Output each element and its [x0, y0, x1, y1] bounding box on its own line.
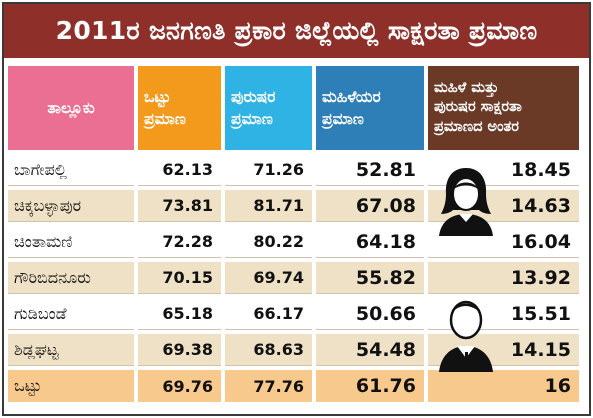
table-header-row: ತಾಲ್ಲೂಕು ಒಟ್ಟು ಪ್ರಮಾಣ ಪುರುಷರ ಪ್ರಮಾಣ ಮಹಿಳ…	[8, 66, 579, 150]
total-value: 65.18	[138, 298, 221, 330]
female-value: 54.48	[316, 334, 424, 366]
total-value: 73.81	[138, 190, 221, 222]
male-value: 81.71	[225, 190, 312, 222]
total-label: ಒಟ್ಟು	[8, 370, 134, 402]
total-value: 69.76	[138, 370, 221, 402]
male-value: 69.74	[225, 262, 312, 294]
total-value: 69.38	[138, 334, 221, 366]
page-title: 2011ರ ಜನಗಣತಿ ಪ್ರಕಾರ ಜಿಲ್ಲೆಯಲ್ಲಿ ಸಾಕ್ಷರತಾ…	[4, 4, 589, 58]
male-value: 68.63	[225, 334, 312, 366]
male-value: 71.26	[225, 154, 312, 186]
female-avatar-icon	[439, 168, 493, 236]
header-male: ಪುರುಷರ ಪ್ರಮಾಣ	[225, 66, 312, 150]
taluk-name: ಚಿಂತಾಮಣಿ	[8, 226, 134, 258]
table-row: ಬಾಗೇಪಲ್ಲಿ 62.13 71.26 52.81 18.45	[8, 154, 579, 186]
table-row: ಗೌರಿಬಿದನೂರು 70.15 69.74 55.82 13.92	[8, 262, 579, 294]
taluk-name: ಚಿಕ್ಕಬಳ್ಳಾಪುರ	[8, 190, 134, 222]
difference-value: 16	[428, 370, 579, 402]
header-total: ಒಟ್ಟು ಪ್ರಮಾಣ	[138, 66, 221, 150]
table-row: ಚಿಕ್ಕಬಳ್ಳಾಪುರ 73.81 81.71 67.08 14.63	[8, 190, 579, 222]
total-value: 70.15	[138, 262, 221, 294]
male-value: 77.76	[225, 370, 312, 402]
female-value: 52.81	[316, 154, 424, 186]
female-value: 64.18	[316, 226, 424, 258]
total-value: 72.28	[138, 226, 221, 258]
header-difference: ಮಹಿಳೆ ಮತ್ತು ಪುರುಷರ ಸಾಕ್ಷರತಾ ಪ್ರಮಾಣದ ಅಂತರ	[428, 66, 579, 150]
table-row: ಗುಡಿಬಂಡೆ 65.18 66.17 50.66 15.51	[8, 298, 579, 330]
taluk-name: ಬಾಗೇಪಲ್ಲಿ	[8, 154, 134, 186]
male-value: 80.22	[225, 226, 312, 258]
total-value: 62.13	[138, 154, 221, 186]
female-value: 50.66	[316, 298, 424, 330]
female-value: 61.76	[316, 370, 424, 402]
male-value: 66.17	[225, 298, 312, 330]
header-taluk: ತಾಲ್ಲೂಕು	[8, 66, 134, 150]
table-row: ಚಿಂತಾಮಣಿ 72.28 80.22 64.18 16.04	[8, 226, 579, 258]
female-value: 67.08	[316, 190, 424, 222]
female-value: 55.82	[316, 262, 424, 294]
header-female: ಮಹಿಳೆಯರ ಪ್ರಮಾಣ	[316, 66, 424, 150]
taluk-name: ಗೌರಿಬಿದನೂರು	[8, 262, 134, 294]
male-avatar-icon	[439, 300, 493, 372]
taluk-name: ಗುಡಿಬಂಡೆ	[8, 298, 134, 330]
taluk-name: ಶಿಡ್ಲಘಟ್ಟ	[8, 334, 134, 366]
literacy-table: ತಾಲ್ಲೂಕು ಒಟ್ಟು ಪ್ರಮಾಣ ಪುರುಷರ ಪ್ರಮಾಣ ಮಹಿಳ…	[4, 62, 583, 406]
total-row: ಒಟ್ಟು 69.76 77.76 61.76 16	[8, 370, 579, 402]
difference-value: 13.92	[428, 262, 579, 294]
